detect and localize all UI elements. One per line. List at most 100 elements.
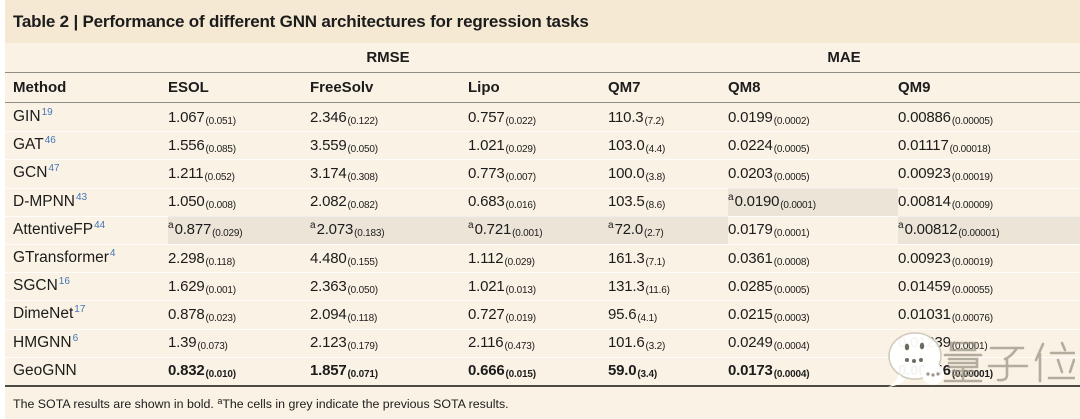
metric-value: 2.298 <box>168 249 205 267</box>
metric-value: 95.6 <box>608 305 637 323</box>
metric-std: (0.010) <box>205 369 236 381</box>
column-header-lipo: Lipo <box>468 79 500 96</box>
metric-std: (0.013) <box>505 284 536 296</box>
metric-value: 1.067 <box>168 108 205 126</box>
method-cell: DimeNet 17 <box>5 300 168 328</box>
metric-std: (0.00009) <box>951 200 993 212</box>
value-cell: 161.3 (7.1) <box>608 244 728 272</box>
metric-std: (3.2) <box>645 341 666 353</box>
value-cell-prev-sota: a 0.0190 (0.0001) <box>728 187 898 216</box>
metric-std: (11.6) <box>645 284 670 296</box>
metric-std: (0.183) <box>354 228 385 240</box>
metric-std: (0.007) <box>505 171 536 183</box>
metric-value: 3.174 <box>310 164 347 182</box>
table-row: GAT 46 1.556 (0.085) 3.559 (0.050) 1.021 (0.029… <box>5 131 1080 159</box>
prev-sota-flag: a <box>608 219 614 231</box>
metric-std: (0.179) <box>347 341 378 353</box>
table-title: Table 2 | Performance of different GNN a… <box>13 11 589 31</box>
metric-std: (0.118) <box>205 256 236 268</box>
metric-std: (0.0001) <box>951 341 988 353</box>
value-cell: 0.0173 (0.0004) <box>728 357 898 385</box>
metric-value: 1.211 <box>168 164 204 182</box>
metric-value: 0.0215 <box>728 305 773 323</box>
value-cell: 1.021 (0.029) <box>468 131 608 159</box>
prev-sota-flag: a <box>898 219 904 231</box>
method-name: HMGNN <box>13 333 72 351</box>
value-cell-prev-sota: a 0.721 (0.001) <box>468 215 608 244</box>
metric-value: 0.0173 <box>728 362 773 380</box>
table-row: AttentiveFP 44 a 0.877 (0.029) a 2.073 (0.183) a… <box>5 215 1080 244</box>
value-cell: 1.857 (0.071) <box>310 357 468 385</box>
metric-std: (0.00019) <box>951 256 993 268</box>
metric-std: (0.00001) <box>958 228 1000 240</box>
metric-value: 2.094 <box>310 305 347 323</box>
method-cell: GeoGNN <box>5 357 168 385</box>
metric-std: (0.015) <box>505 369 536 381</box>
metric-std: (0.155) <box>347 256 378 268</box>
value-cell: 131.3 (11.6) <box>608 272 728 300</box>
method-cell: GAT 46 <box>5 131 168 159</box>
metric-std: (0.029) <box>505 143 536 155</box>
metric-value: 0.0285 <box>728 277 773 295</box>
column-header-esol: ESOL <box>168 79 209 96</box>
metric-value: 1.556 <box>168 136 205 154</box>
metric-value: 0.832 <box>168 362 205 380</box>
citation-ref-link[interactable]: 16 <box>58 276 70 288</box>
metric-std: (0.00076) <box>951 312 993 324</box>
citation-ref-link[interactable]: 44 <box>94 219 106 231</box>
metric-group-header-row: RMSE MAE <box>5 43 1080 73</box>
method-name: GTransformer <box>13 249 109 267</box>
metric-std: (0.085) <box>205 143 236 155</box>
value-cell: 101.6 (3.2) <box>608 329 728 357</box>
table-row: D-MPNN 43 1.050 (0.008) 2.082 (0.082) 0.683 (0.… <box>5 187 1080 216</box>
citation-ref-link[interactable]: 46 <box>44 135 56 147</box>
metric-value: 110.3 <box>608 108 644 126</box>
citation-ref-link[interactable]: 6 <box>72 332 79 344</box>
metric-std: (0.071) <box>347 369 378 381</box>
citation-ref-link[interactable]: 4 <box>109 248 116 260</box>
metric-value: 2.363 <box>310 277 347 295</box>
metric-std: (0.023) <box>205 312 236 324</box>
metric-std: (7.1) <box>645 256 666 268</box>
citation-ref-link[interactable]: 47 <box>48 163 60 175</box>
table-row: HMGNN 6 1.39 (0.073) 2.123 (0.179) 2.116 (0.473… <box>5 329 1080 357</box>
metric-value: 0.00886 <box>898 108 951 126</box>
metric-value: 0.721 <box>474 221 512 239</box>
value-cell-prev-sota: a 2.073 (0.183) <box>310 215 468 244</box>
method-cell: GIN 19 <box>5 103 168 131</box>
value-cell: 0.01459 (0.00055) <box>898 272 1080 300</box>
citation-ref-link[interactable]: 43 <box>76 191 88 203</box>
citation-ref-link[interactable]: 17 <box>74 304 86 316</box>
metric-value: 4.480 <box>310 249 347 267</box>
value-cell: 0.00814 (0.00009) <box>898 188 1080 216</box>
metric-value: 131.3 <box>608 277 645 295</box>
metric-std: (0.022) <box>505 115 536 127</box>
value-cell: 0.00923 (0.00019) <box>898 159 1080 187</box>
metric-std: (4.1) <box>637 312 657 324</box>
metric-value: 0.00746 <box>898 362 951 380</box>
table-title-band: Table 2 | Performance of different GNN a… <box>5 0 1080 43</box>
metric-std: (0.050) <box>347 284 378 296</box>
metric-value: 103.5 <box>608 193 645 211</box>
metric-std: (0.019) <box>505 312 536 324</box>
value-cell: 2.363 (0.050) <box>310 272 468 300</box>
metric-value: 2.082 <box>310 193 347 211</box>
value-cell: 103.5 (8.6) <box>608 188 728 216</box>
metric-value: 2.116 <box>468 334 504 352</box>
value-cell: 3.174 (0.308) <box>310 159 468 187</box>
citation-ref-link[interactable]: 19 <box>41 107 53 119</box>
metric-value: 0.00812 <box>904 221 958 239</box>
metric-std: (0.0002) <box>773 115 810 127</box>
value-cell: 0.0361 (0.0008) <box>728 244 898 272</box>
value-cell: 0.00746 (0.00001) <box>898 357 1080 385</box>
metric-value: 0.01117 <box>898 136 949 154</box>
method-cell: AttentiveFP 44 <box>5 216 168 244</box>
metric-std: (0.00055) <box>951 284 993 296</box>
method-name: GAT <box>13 136 44 154</box>
table-row: GTransformer 4 2.298 (0.118) 4.480 (0.155) 1.1… <box>5 244 1080 272</box>
method-name: GCN <box>13 164 48 182</box>
metric-value: 2.346 <box>310 108 347 126</box>
metric-value: 0.727 <box>468 305 505 323</box>
metric-std: (0.082) <box>347 200 378 212</box>
method-name: AttentiveFP <box>13 220 94 238</box>
